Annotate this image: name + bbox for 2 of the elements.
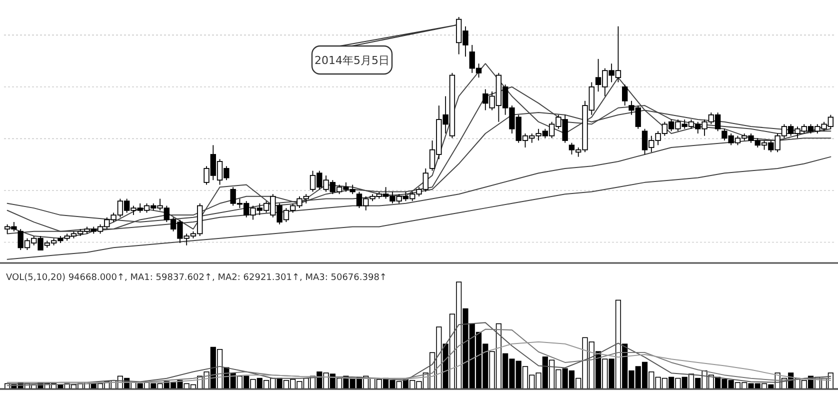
chart-title: VOL(5,10,20) 94668.000↑, MA1: 59837.602↑, MA2: 62921.301↑, MA3: 50676.398↑: [6, 273, 387, 283]
annotation: 2014年5月5日: [314, 54, 390, 67]
